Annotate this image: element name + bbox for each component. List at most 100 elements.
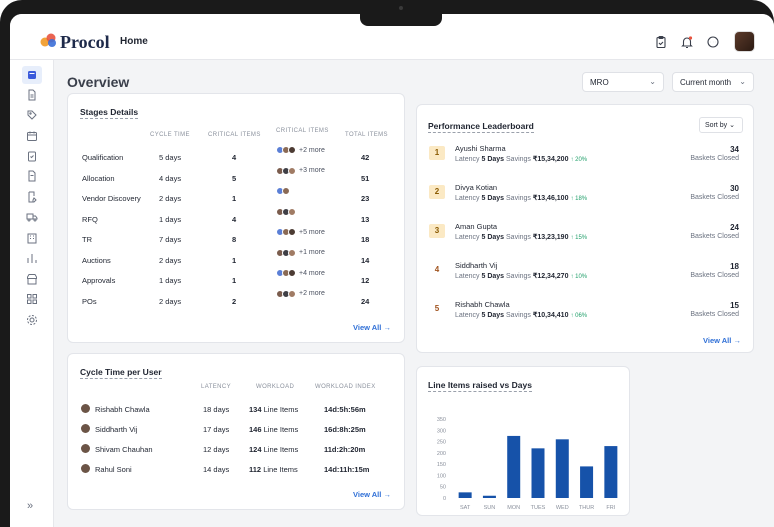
stage-total-items: 14	[361, 255, 370, 265]
cycle-user-view-all-link[interactable]: View All →	[353, 490, 391, 499]
user-workload-index: 14d:11h:15m	[324, 465, 370, 474]
y-tick-label: 0	[443, 496, 446, 502]
stage-name: TR	[82, 235, 92, 244]
leader-name[interactable]: Rishabh Chawla	[455, 300, 510, 309]
savings-change: ↑ 18%	[570, 196, 588, 202]
y-tick-label: 200	[437, 451, 446, 457]
arrow-right-icon: →	[733, 336, 741, 345]
critical-item-avatars[interactable]	[276, 207, 296, 216]
savings-label: Savings	[506, 195, 531, 202]
document-icon[interactable]	[26, 89, 38, 101]
clipboard-check-icon[interactable]	[654, 35, 668, 49]
category-select[interactable]: MRO ⌄	[582, 72, 664, 92]
clipboard-icon[interactable]	[26, 150, 38, 162]
stage-total-items: 42	[361, 153, 370, 162]
expand-sidebar-icon[interactable]: »	[27, 500, 34, 512]
user-latency: 14 days	[203, 465, 230, 474]
calendar-icon[interactable]	[26, 130, 38, 142]
critical-item-avatars[interactable]: +2 more	[276, 146, 325, 154]
y-tick-label: 250	[437, 440, 446, 446]
critical-item-avatars[interactable]	[276, 187, 290, 195]
period-select[interactable]: Current month ⌄	[672, 72, 754, 92]
leader-name[interactable]: Siddharth Vij	[455, 261, 498, 270]
latency-label: Latency	[455, 156, 480, 163]
rank-badge: 2	[429, 185, 445, 199]
x-tick-label: MON	[507, 505, 520, 511]
workload-unit: Line Items	[263, 405, 299, 414]
stage-cycle-time: 1 days	[159, 276, 182, 285]
x-tick-label: SUN	[484, 505, 496, 511]
bar-chart-icon[interactable]	[26, 252, 38, 264]
leader-stats: Latency 5 Days Savings ₹13,46,100 ↑ 18%	[455, 194, 587, 202]
x-tick-label: THUR	[579, 505, 594, 511]
workload-unit: Line Items	[263, 425, 299, 434]
file-edit-icon[interactable]	[26, 191, 38, 203]
tag-icon[interactable]	[26, 109, 38, 121]
baskets-caption: Baskets Closed	[690, 155, 739, 162]
leaderboard-card: Performance Leaderboard Sort by ⌄ 1 Ayush…	[416, 104, 754, 353]
stages-view-all-link[interactable]: View All →	[353, 323, 391, 332]
bar-wed[interactable]	[555, 439, 569, 498]
stage-critical-count: 2	[232, 296, 237, 306]
critical-item-avatars[interactable]: +5 more	[276, 228, 325, 236]
store-icon[interactable]	[26, 273, 38, 285]
truck-icon[interactable]	[26, 211, 38, 223]
arrow-right-icon: →	[383, 323, 391, 332]
user-latency: 17 days	[203, 425, 230, 434]
latency-label: Latency	[455, 195, 480, 202]
line-items-bar-chart: 0 50 100 150 200 250 300 350 SAT SUN MON TUES WED THU…	[437, 417, 618, 511]
baskets-count: 24	[730, 223, 739, 232]
file-icon[interactable]	[26, 170, 38, 182]
leader-name[interactable]: Ayushi Sharma	[455, 144, 506, 153]
stage-critical-count: 8	[232, 235, 237, 244]
app-screen: Procol Home » Overview MRO ⌄ Current mont…	[10, 14, 774, 527]
savings-change: ↑ 10%	[570, 274, 588, 280]
user-workload: 112 Line Items	[249, 465, 298, 474]
y-tick-label: 150	[437, 462, 446, 468]
critical-item-avatars[interactable]: +2 more	[276, 289, 325, 298]
user-avatar	[81, 424, 90, 433]
critical-item-avatars[interactable]: +3 more	[276, 166, 325, 175]
critical-item-avatars[interactable]: +4 more	[276, 269, 325, 277]
bar-sat[interactable]	[458, 492, 472, 498]
nav-home[interactable]: Home	[120, 36, 148, 47]
user-avatar[interactable]	[734, 31, 755, 52]
chevron-down-icon: ⌄	[729, 122, 736, 129]
user-avatar	[81, 444, 90, 453]
leaderboard-view-all-label: View All	[703, 336, 732, 345]
bar-mon[interactable]	[507, 435, 521, 498]
stage-name: Auctions	[82, 255, 111, 265]
leaderboard-view-all-link[interactable]: View All →	[703, 336, 741, 345]
bar-tues[interactable]	[531, 448, 545, 498]
bell-icon[interactable]	[680, 35, 694, 49]
settings-icon[interactable]	[26, 314, 38, 326]
col-latency: LATENCY	[201, 384, 232, 390]
critical-item-avatars[interactable]: +1 more	[276, 248, 325, 257]
dashboard-icon[interactable]	[22, 66, 42, 84]
leader-stats: Latency 5 Days Savings ₹10,34,410 ↑ 06%	[455, 311, 587, 319]
more-count: +5 more	[299, 228, 325, 236]
leader-name[interactable]: Divya Kotian	[455, 183, 498, 192]
stages-view-all-label: View All	[353, 323, 382, 332]
sort-by-select[interactable]: Sort by ⌄	[699, 117, 743, 133]
user-avatar	[81, 464, 90, 473]
more-count: +3 more	[299, 167, 325, 174]
user-workload-index: 14d:5h:56m	[324, 405, 366, 414]
leader-name[interactable]: Aman Gupta	[455, 222, 498, 231]
rank-badge: 5	[434, 304, 440, 313]
grid-icon[interactable]	[26, 293, 38, 305]
workload-count: 134	[249, 405, 262, 414]
savings-label: Savings	[506, 234, 531, 241]
stage-cycle-time: 4 days	[159, 173, 182, 183]
period-select-value: Current month	[680, 78, 732, 87]
bar-thur[interactable]	[580, 466, 594, 498]
stage-critical-count: 1	[232, 194, 237, 203]
baskets-count: 34	[730, 145, 739, 154]
building-icon[interactable]	[26, 232, 38, 244]
workload-count: 124	[249, 445, 262, 454]
latency-label: Latency	[455, 234, 480, 241]
chat-icon[interactable]	[706, 35, 720, 49]
bar-sun[interactable]	[482, 495, 496, 498]
bar-fri[interactable]	[604, 446, 618, 498]
camera-notch	[360, 0, 442, 26]
